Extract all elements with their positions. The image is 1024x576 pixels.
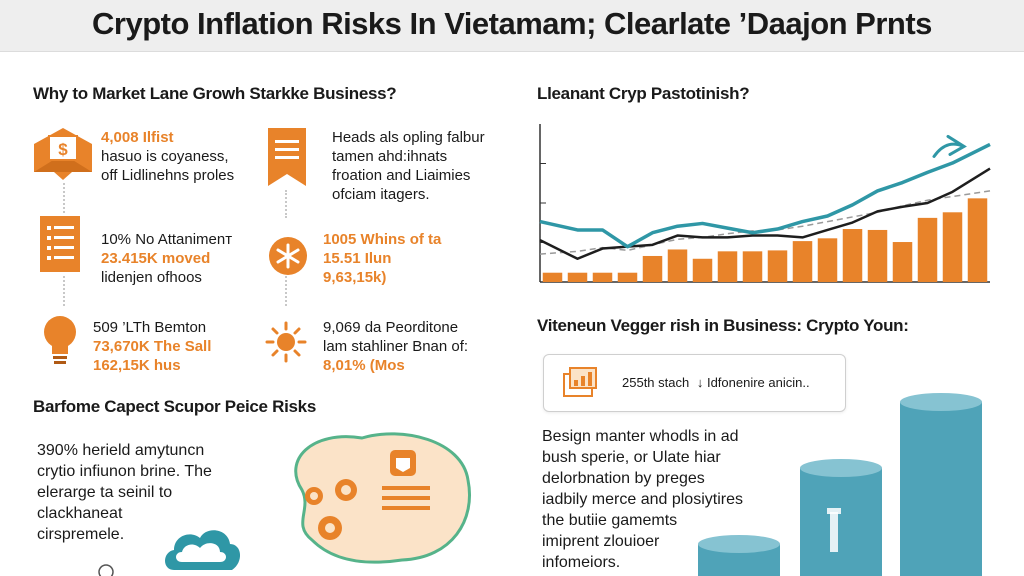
para-line: imiprent zlouioer [542,533,660,550]
bar-4 [617,272,638,282]
bar-12 [817,238,838,282]
business-paragraph: Besign manter whodls in ad bush sperie, … [542,426,743,573]
stat-block-5: 509 ’LTh Bemton 73,670K The Sall 162,15K… [93,318,211,375]
para-line: crytio infiunon brine. The [37,463,212,480]
stat-value: 8,01% (Mos [323,357,405,374]
stat-line: off Lidlinehns proles [101,167,235,184]
stat-value: 1005 Whins of ta [323,231,442,248]
bookmark-banner-icon [268,128,306,186]
combo-chart [539,124,991,283]
para-line: elerarge ta seinil to [37,484,173,501]
stat-value: 9,63,15k) [323,269,387,286]
stat-block-4: 1005 Whins of ta 15.51 Ilun 9,63,15k) [323,230,441,287]
stat-block-2: Heads als opling falbur tamen ahd:ihnats… [332,128,485,204]
dollar-envelope-icon: $ [34,128,92,180]
stat-value: 4,008 Ilfist [101,129,174,146]
bar-8 [717,251,738,282]
stat-value: 15.51 Ilun [323,250,392,267]
stat-line: Heads als opling falbur [332,129,485,146]
para-line: iadbily merce and plosiytires [542,491,743,508]
chart-bars [542,198,988,282]
stat-line: 10% No Attanimenт [101,231,233,248]
risks-paragraph: 390% herield amytuncn crytio infiunon br… [37,440,212,545]
gear-icon [98,564,114,576]
asterisk-badge-icon [269,237,307,275]
chart-axes [539,124,990,283]
svg-text:$: $ [58,140,68,159]
stat-line: ofciam itagers. [332,186,430,203]
para-line: clackhaneat [37,505,123,522]
bar-9 [742,251,763,282]
bar-1 [542,272,563,282]
series-line-1 [539,167,991,261]
page-title: Crypto Inflation Risks In Vietamam; Clea… [92,6,932,41]
callout-text: 255th stach ↓ Idfonenire anicin.. [622,375,810,390]
cloud-icon [165,530,241,570]
para-line: infomeiors. [542,554,621,571]
stat-line: 509 ’LTh Bemton [93,319,207,336]
cylinder-illustration [698,393,982,576]
stat-block-6: 9,069 da Peorditone lam stahliner Bnan o… [323,318,468,375]
list-banner-icon [40,216,80,272]
callout-secondary: ↓ Idfonenire anicin.. [696,375,810,390]
section-heading-chart: Lleanant Cryp Pastotinish? [537,84,750,103]
divider [63,276,65,306]
bar-15 [892,242,913,282]
stat-line: lam stahliner Bnan of: [323,338,469,355]
para-line: the butiie gamemts [542,512,678,529]
cylinder-medium [800,459,882,576]
stat-line: 9,069 da Peorditone [323,319,459,336]
para-line: 390% herield amytuncn [37,442,205,459]
para-line: cirspremele. [37,526,125,543]
stat-value: 73,670K The Sall [93,338,212,355]
bar-17 [942,212,963,282]
title-bar [0,0,1024,52]
callout-primary: 255th stach [622,375,690,390]
stat-line: froation and Liaimies [332,167,471,184]
lightbulb-icon [44,316,76,364]
stat-line: hasuo is coyaness, [101,148,229,165]
divider [63,183,65,213]
section-heading-risks: Barfome Capect Scupor Peice Risks [33,397,316,416]
info-callout: 255th stach ↓ Idfonenire anicin.. [543,354,846,412]
divider [285,276,287,306]
cylinder-small [698,535,780,576]
bar-3 [592,272,613,282]
trend-arrow-icon [932,134,967,158]
stat-line: lidenjen ofhoos [101,269,202,286]
stat-block-3: 10% No Attanimenт 23.415K moved lidenjen… [101,230,232,287]
stat-line: tamen ahd:ihnats [332,148,448,165]
bar-18 [967,198,988,282]
para-line: Besign manter whodls in ad [542,428,739,445]
stat-block-1: 4,008 Ilfist hasuo is coyaness, off Lidl… [101,128,234,185]
divider [285,190,287,218]
chart-lines [539,134,991,261]
section-heading-business: Viteneun Vegger rish in Business: Crypto… [537,316,909,335]
bar-10 [767,250,788,282]
section-heading-growth: Why to Market Lane Growh Starkke Busines… [33,84,397,103]
sun-icon [265,321,307,363]
cylinder-tall [900,393,982,576]
bar-16 [917,217,938,282]
bar-5 [642,255,663,282]
blob-illustration [294,432,471,564]
bar-7 [692,258,713,282]
series-line-0 [539,142,991,249]
bar-6 [667,249,688,282]
bar-13 [842,229,863,282]
bar-14 [867,229,888,282]
bar-11 [792,241,813,282]
stat-value: 23.415K moved [101,250,211,267]
bar-2 [567,272,588,282]
para-line: delorbnation by preges [542,470,705,487]
stat-value: 162,15K hus [93,357,181,374]
chart-card-icon [563,367,597,397]
para-line: bush sperie, or Ulate hiar [542,449,721,466]
